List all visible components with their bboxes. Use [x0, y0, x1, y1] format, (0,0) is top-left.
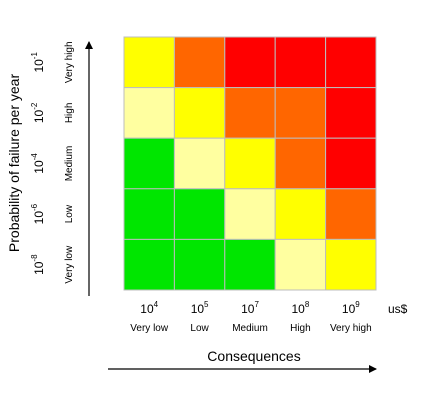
matrix-cell — [123, 36, 175, 89]
x-axis-title: Consequences — [207, 348, 300, 364]
risk-matrix-grid — [123, 36, 377, 291]
x-tick-label: Low — [190, 323, 209, 334]
y-tick-value: 10-6 — [30, 203, 46, 224]
matrix-cell — [173, 87, 226, 139]
y-tick-value: 10-1 — [30, 52, 46, 73]
matrix-cell — [224, 137, 276, 190]
matrix-cell — [123, 137, 175, 190]
x-axis-unit: us$ — [388, 302, 408, 316]
x-tick-value: 105 — [191, 300, 209, 316]
matrix-cell — [325, 238, 377, 291]
matrix-cell — [123, 87, 175, 139]
y-axis-labels: 10-8 Very low 10-6 Low 10-4 Medium 10-2 High 10-… — [30, 41, 75, 283]
y-tick-label: High — [64, 103, 75, 124]
x-tick-label: High — [290, 323, 311, 334]
x-tick-value: 104 — [140, 300, 158, 316]
y-tick-label: Very low — [64, 245, 75, 284]
matrix-cell — [224, 238, 276, 291]
matrix-cell — [274, 87, 327, 139]
matrix-cell — [325, 87, 377, 139]
matrix-cell — [123, 238, 175, 291]
matrix-cell — [325, 188, 377, 240]
matrix-cell — [274, 188, 327, 240]
matrix-cell — [325, 36, 377, 89]
y-tick-label: Very high — [64, 41, 75, 83]
y-tick-label: Medium — [64, 146, 75, 182]
y-tick-label: Low — [64, 204, 75, 223]
matrix-cell — [274, 137, 327, 190]
y-tick-value: 10-4 — [30, 153, 46, 174]
matrix-cell — [173, 137, 226, 190]
matrix-cell — [224, 188, 276, 240]
matrix-cell — [274, 238, 327, 291]
y-axis-title: Probability of failure per year — [6, 74, 22, 253]
matrix-cell — [173, 36, 226, 89]
y-tick-value: 10-8 — [30, 254, 46, 275]
matrix-cell — [325, 137, 377, 190]
x-tick-value: 107 — [241, 300, 259, 316]
y-tick-value: 10-2 — [30, 102, 46, 123]
x-tick-label: Medium — [232, 323, 268, 334]
matrix-cell — [123, 188, 175, 240]
x-tick-value: 108 — [291, 300, 309, 316]
x-axis-labels: 104 Very low 105 Low 107 Medium 108 High 109 Very… — [130, 300, 371, 334]
matrix-cell — [173, 238, 226, 291]
x-tick-label: Very high — [330, 323, 372, 334]
x-tick-label: Very low — [130, 323, 169, 334]
x-tick-value: 109 — [342, 300, 360, 316]
matrix-cell — [274, 36, 327, 89]
matrix-cell — [224, 36, 276, 89]
matrix-cell — [173, 188, 226, 240]
matrix-cell — [224, 87, 276, 139]
